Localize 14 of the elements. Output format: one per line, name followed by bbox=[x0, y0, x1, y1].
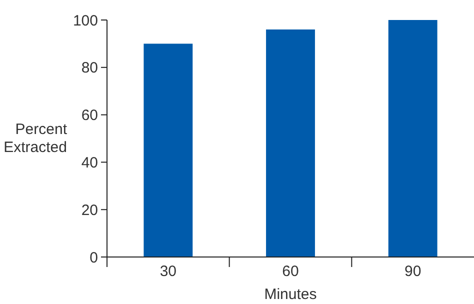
x-tick-label: 90 bbox=[404, 263, 422, 280]
y-tick-label: 80 bbox=[81, 60, 98, 77]
x-tick-label: 60 bbox=[282, 263, 299, 280]
y-tick-label: 0 bbox=[90, 249, 98, 266]
y-tick-label: 20 bbox=[81, 202, 98, 219]
y-tick-label: 60 bbox=[81, 107, 98, 124]
y-axis-title: Percent Extracted bbox=[4, 121, 68, 156]
bar bbox=[266, 29, 315, 257]
bar bbox=[388, 20, 438, 257]
bar bbox=[144, 44, 193, 257]
y-tick-label: 40 bbox=[81, 154, 98, 172]
x-tick-label: 30 bbox=[160, 263, 177, 280]
x-axis-title: Minutes bbox=[264, 286, 317, 303]
y-tick-label: 100 bbox=[72, 12, 98, 30]
